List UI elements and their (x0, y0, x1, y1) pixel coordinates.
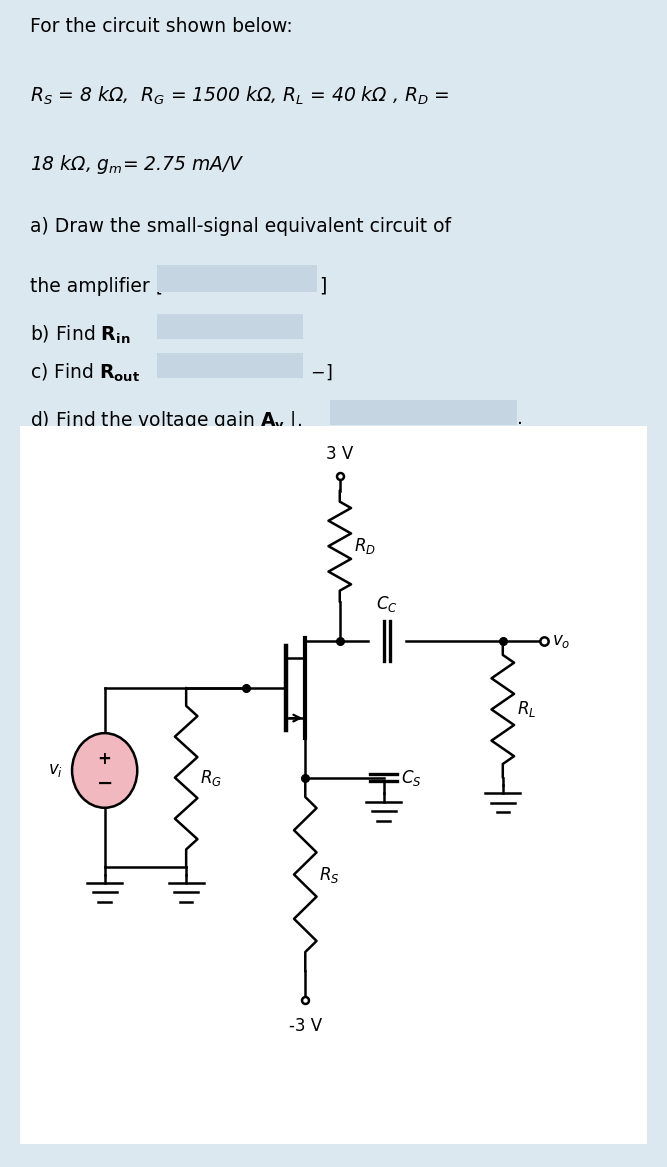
Text: −: − (97, 774, 113, 792)
Text: b) Find $\mathbf{R_{in}}$: b) Find $\mathbf{R_{in}}$ (30, 323, 131, 347)
Text: -3 V: -3 V (289, 1016, 322, 1035)
Text: For the circuit shown below:: For the circuit shown below: (30, 18, 293, 36)
Text: $R_G$: $R_G$ (200, 768, 222, 788)
Text: $R_L$: $R_L$ (516, 699, 536, 719)
Text: ]: ] (319, 277, 326, 295)
Text: $-$]: $-$] (305, 362, 333, 382)
FancyBboxPatch shape (157, 354, 303, 378)
Circle shape (72, 733, 137, 808)
Text: .: . (517, 408, 523, 428)
Text: $R_S$ = 8 kΩ,  $R_G$ = 1500 kΩ, $R_L$ = 40 kΩ , $R_D$ =: $R_S$ = 8 kΩ, $R_G$ = 1500 kΩ, $R_L$ = 4… (30, 85, 450, 107)
Text: $v_o$: $v_o$ (552, 633, 570, 650)
FancyBboxPatch shape (330, 399, 517, 425)
Text: the amplifier [: the amplifier [ (30, 277, 163, 296)
Text: $R_S$: $R_S$ (319, 865, 340, 885)
Text: $R_D$: $R_D$ (354, 536, 376, 557)
FancyBboxPatch shape (15, 421, 652, 1148)
FancyBboxPatch shape (157, 265, 317, 292)
Text: $C_S$: $C_S$ (402, 768, 422, 788)
Text: c) Find $\mathbf{R_{out}}$: c) Find $\mathbf{R_{out}}$ (30, 362, 140, 384)
Text: $C_C$: $C_C$ (376, 594, 398, 614)
Text: 18 kΩ, $g_m$= 2.75 mA/V: 18 kΩ, $g_m$= 2.75 mA/V (30, 153, 245, 176)
FancyBboxPatch shape (157, 314, 303, 338)
Text: $v_i$: $v_i$ (47, 761, 63, 780)
Text: d) Find the voltage gain $\mathbf{A_v}$ |.: d) Find the voltage gain $\mathbf{A_v}$ … (30, 408, 302, 432)
Text: a) Draw the small-signal equivalent circuit of: a) Draw the small-signal equivalent circ… (30, 217, 451, 236)
Text: +: + (97, 750, 111, 768)
Text: 3 V: 3 V (326, 446, 354, 463)
